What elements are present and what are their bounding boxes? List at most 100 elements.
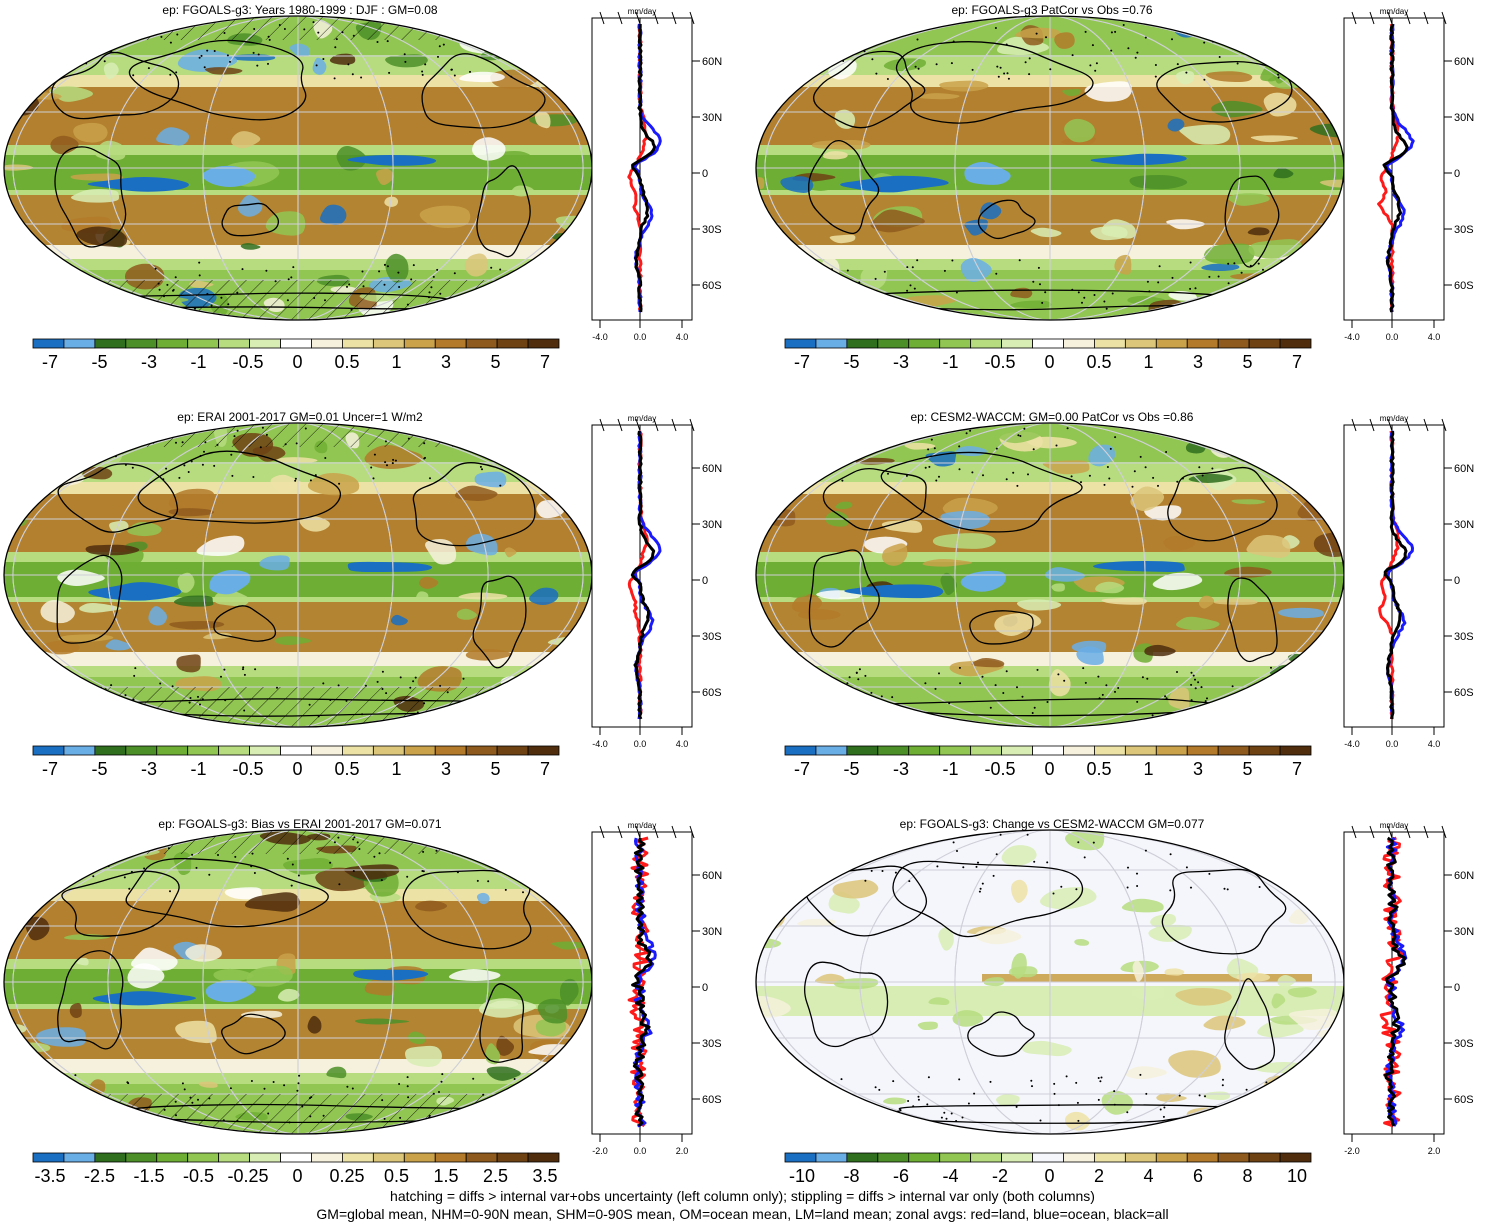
zonal-lat-label: 0 (1454, 982, 1460, 994)
colorbar-swatch (1187, 746, 1218, 755)
colorbar-tick-label: 0 (292, 1166, 302, 1187)
map-panel: ep: FGOALS-g3: Change vs CESM2-WACCM GM=… (752, 814, 1485, 1219)
zonal-unit-label: mm/day (1380, 821, 1408, 830)
zonal-lat-label: 0 (1454, 575, 1460, 587)
colorbar-tick-label: -7 (794, 759, 810, 780)
colorbar-swatch (528, 746, 559, 755)
colorbar-swatch (1249, 339, 1280, 348)
zonal-unit-label: mm/day (628, 821, 656, 830)
colorbar-tick-label: -0.5 (984, 352, 1015, 373)
colorbar-tick-label: -0.25 (227, 1166, 268, 1187)
colorbar-swatch (1218, 339, 1249, 348)
map-panel: ep: FGOALS-g3: Bias vs ERAI 2001-2017 GM… (0, 814, 742, 1219)
colorbar-tick-label: 0 (1044, 1166, 1054, 1187)
colorbar-swatch (1033, 339, 1064, 348)
zonal-x-tick: 0.0 (1386, 332, 1399, 342)
colorbar-swatch (342, 1153, 373, 1162)
colorbar-swatch (1002, 339, 1033, 348)
colorbar-swatch (971, 746, 1002, 755)
colorbar-swatch (33, 746, 64, 755)
colorbar-tick-label: 0.5 (1086, 759, 1111, 780)
colorbar-tick-label: 1 (1143, 352, 1153, 373)
colorbar-tick-label: -4 (942, 1166, 958, 1187)
colorbar-swatch (497, 746, 528, 755)
colorbar-swatch (1156, 339, 1187, 348)
zonal-lat-label: 60S (702, 1094, 722, 1106)
colorbar-swatch (1094, 1153, 1125, 1162)
robinson-map (0, 407, 600, 727)
colorbar-swatch (219, 1153, 250, 1162)
colorbar-tick-label: -5 (91, 759, 107, 780)
zonal-unit-label: mm/day (1380, 414, 1408, 423)
colorbar-swatch (281, 746, 312, 755)
zonal-lat-label: 60S (702, 280, 722, 292)
colorbar-tick-label: 7 (540, 352, 550, 373)
colorbar-swatch (847, 746, 878, 755)
colorbar-tick-label: 1 (391, 352, 401, 373)
colorbar-tick-label: -7 (42, 759, 58, 780)
colorbar-tick-label: 6 (1193, 1166, 1203, 1187)
zonal-x-tick: -4.0 (1344, 332, 1360, 342)
zonal-unit-label: mm/day (628, 414, 656, 423)
colorbar-tick-label: -1 (942, 352, 958, 373)
zonal-x-tick: 4.0 (1428, 739, 1441, 749)
colorbar-tick-label: -3 (141, 759, 157, 780)
colorbar-tick-label: 0.5 (334, 759, 359, 780)
colorbar-swatch (95, 1153, 126, 1162)
colorbar-swatch (940, 746, 971, 755)
zonal-lat-label: 0 (1454, 168, 1460, 180)
colorbar-swatch (435, 1153, 466, 1162)
colorbar-tick-label: 1 (1143, 759, 1153, 780)
map-panel: ep: CESM2-WACCM: GM=0.00 PatCor vs Obs =… (752, 407, 1485, 812)
colorbar-swatch (816, 339, 847, 348)
colorbar (784, 745, 1314, 757)
colorbar-swatch (528, 1153, 559, 1162)
colorbar-swatch (909, 746, 940, 755)
colorbar-swatch (311, 339, 342, 348)
colorbar-swatch (528, 339, 559, 348)
colorbar (784, 338, 1314, 350)
colorbar-swatch (404, 339, 435, 348)
zonal-lat-label: 60N (702, 870, 722, 882)
colorbar-swatch (971, 339, 1002, 348)
colorbar-tick-label: -3 (893, 352, 909, 373)
colorbar-swatch (311, 746, 342, 755)
colorbar-tick-label: -5 (91, 352, 107, 373)
zonal-lat-label: 60S (702, 687, 722, 699)
colorbar-tick-label: 0.25 (329, 1166, 364, 1187)
colorbar-swatch (1218, 746, 1249, 755)
colorbar-tick-label: -0.5 (232, 352, 263, 373)
zonal-lat-label: 60S (1454, 280, 1474, 292)
robinson-map (752, 814, 1352, 1134)
colorbar-swatch (971, 1153, 1002, 1162)
colorbar-swatch (785, 1153, 816, 1162)
colorbar-swatch (1063, 339, 1094, 348)
colorbar-swatch (435, 339, 466, 348)
colorbar-tick-label: 0.5 (1086, 352, 1111, 373)
colorbar-swatch (940, 339, 971, 348)
zonal-lat-label: 30N (1454, 519, 1474, 531)
colorbar-swatch (157, 746, 188, 755)
colorbar-swatch (497, 1153, 528, 1162)
colorbar-swatch (219, 339, 250, 348)
colorbar-tick-label: 5 (490, 759, 500, 780)
colorbar-swatch (878, 339, 909, 348)
colorbar-swatch (1033, 1153, 1064, 1162)
colorbar-swatch (95, 746, 126, 755)
zonal-lat-label: 30N (702, 519, 722, 531)
colorbar-swatch (1125, 339, 1156, 348)
colorbar-tick-label: -7 (42, 352, 58, 373)
colorbar-swatch (126, 1153, 157, 1162)
colorbar-tick-label: 5 (490, 352, 500, 373)
colorbar-swatch (342, 746, 373, 755)
colorbar-swatch (1002, 746, 1033, 755)
zonal-lat-label: 60N (1454, 870, 1474, 882)
colorbar-swatch (1280, 1153, 1311, 1162)
colorbar-swatch (816, 746, 847, 755)
